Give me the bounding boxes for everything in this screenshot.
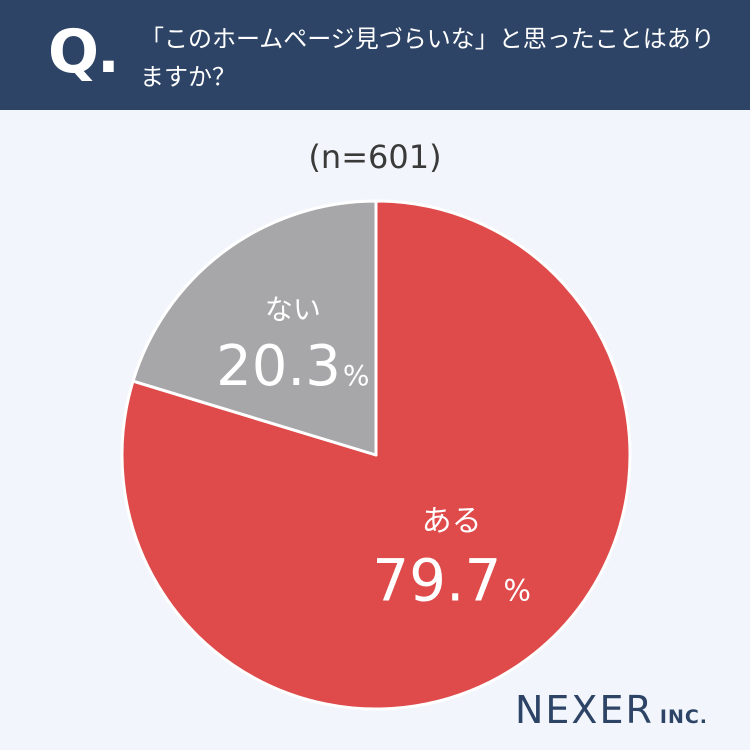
pie-slice-1 xyxy=(131,199,378,457)
question-mark-label: Q. xyxy=(48,17,120,87)
question-text: 「このホームページ見づらいな」と思ったことはありますか？ xyxy=(140,25,715,91)
slice-category-label-1: ない xyxy=(265,293,321,326)
header-bar: Q. 「このホームページ見づらいな」と思ったことはありますか？ xyxy=(0,0,750,110)
slice-value-label-1: 20.3% xyxy=(216,334,369,399)
slice-value-label-0: 79.7% xyxy=(372,547,531,615)
slice-category-label-0: ある xyxy=(422,504,482,539)
sample-size-label: (n=601) xyxy=(308,138,442,176)
brand-suffix: INC. xyxy=(659,706,709,728)
brand-name: NEXER xyxy=(515,688,654,732)
brand-logo: NEXER INC. xyxy=(515,688,708,732)
